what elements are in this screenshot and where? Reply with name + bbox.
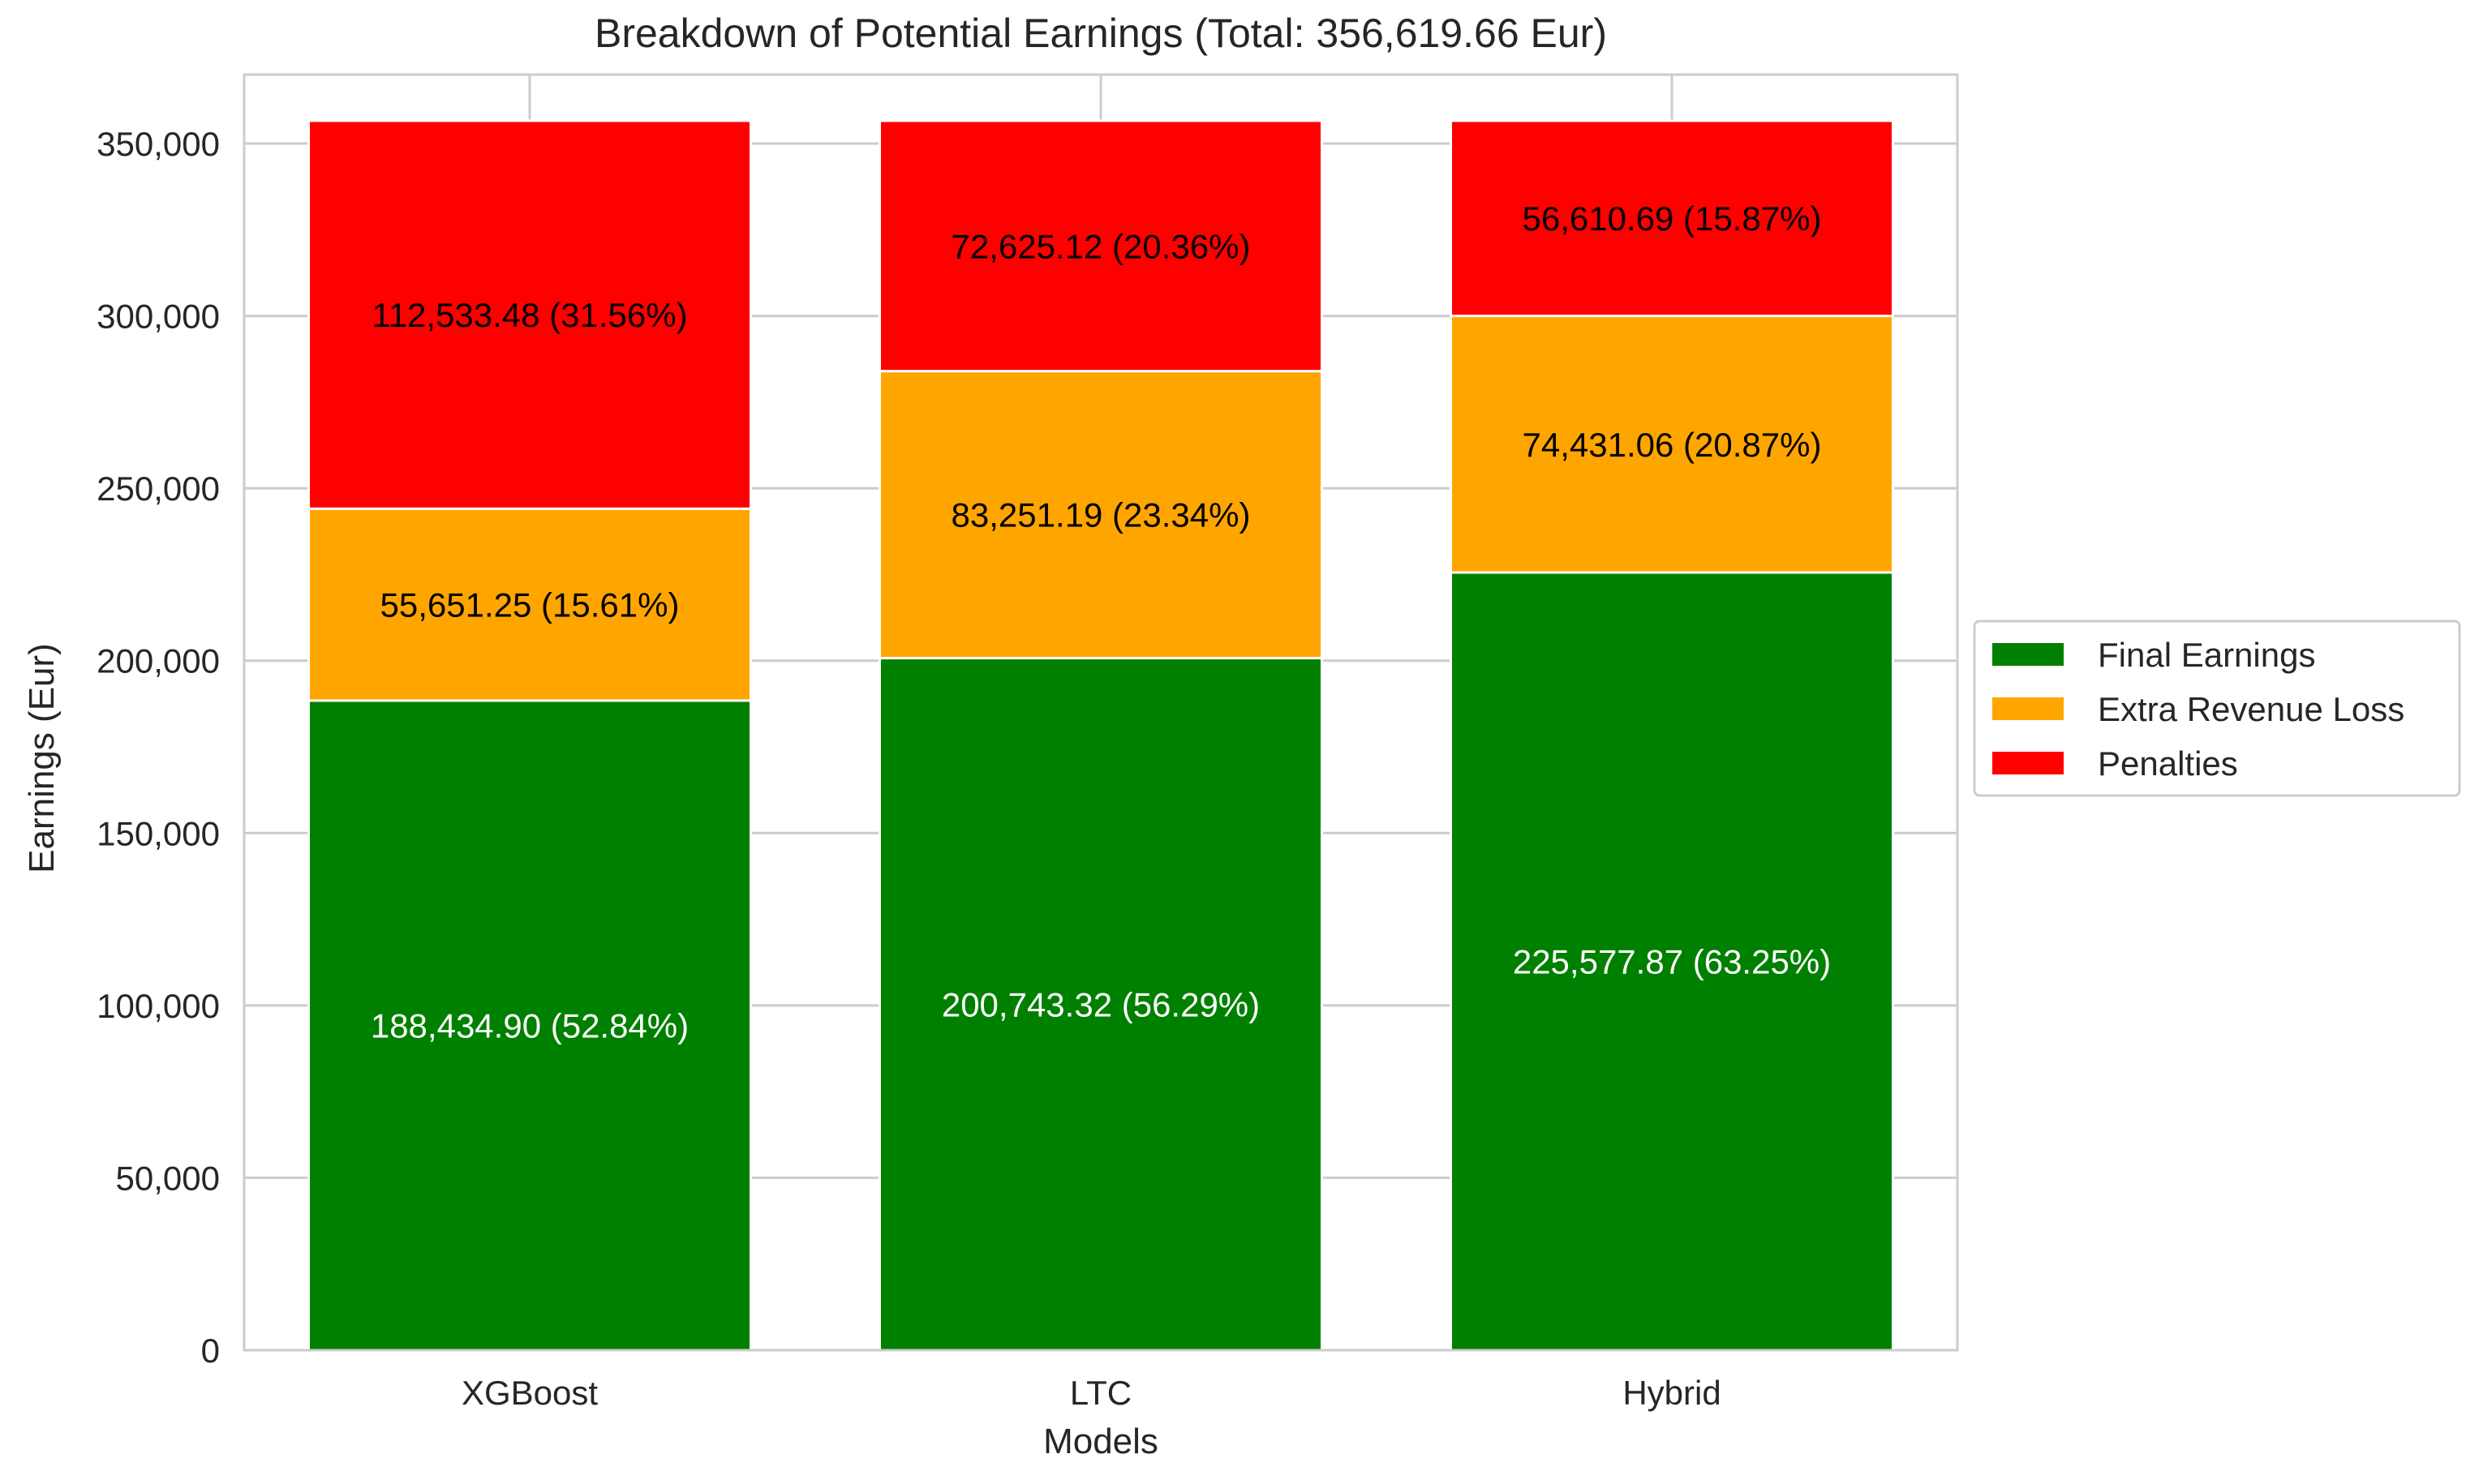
bar-hybrid-penalties <box>1450 119 1894 318</box>
legend-swatch-extra-revenue-loss <box>1992 697 2064 720</box>
bar-labels-layer: 188,434.90 (52.84%) 55,651.25 (15.61%) 112… <box>371 199 1831 1044</box>
bar-ltc-extra-revenue-loss <box>879 370 1323 660</box>
bar-label-ltc-extra-revenue-loss: 83,251.19 (23.34%) <box>952 496 1251 534</box>
bar-label-hybrid-extra-revenue-loss: 74,431.06 (20.87%) <box>1523 426 1822 464</box>
bar-hybrid-final-earnings <box>1450 571 1894 1352</box>
legend-label-penalties: Penalties <box>2098 744 2238 783</box>
bar-hybrid-extra-revenue-loss <box>1450 315 1894 574</box>
legend-box <box>1973 620 2461 797</box>
chart-title: Breakdown of Potential Earnings (Total: … <box>595 11 1607 56</box>
y-tick-label: 50,000 <box>116 1159 220 1197</box>
y-tick-label: 300,000 <box>97 298 220 336</box>
bar-label-hybrid-final-earnings: 225,577.87 (63.25%) <box>1513 942 1831 980</box>
x-tick-label-ltc: LTC <box>1070 1374 1132 1412</box>
y-axis-ticks: 0 50,000 100,000 150,000 200,000 250,000 300,0… <box>97 125 220 1370</box>
bar-label-xgboost-penalties: 112,533.48 (31.56%) <box>372 296 687 334</box>
bars-layer <box>307 119 1894 1352</box>
legend-swatch-penalties <box>1992 752 2064 774</box>
y-axis-label: Earnings (Eur) <box>22 643 62 873</box>
legend-label-extra-revenue-loss: Extra Revenue Loss <box>2098 690 2404 728</box>
bar-ltc-penalties <box>879 119 1323 373</box>
bar-xgboost-final-earnings <box>307 699 752 1352</box>
bar-label-ltc-final-earnings: 200,743.32 (56.29%) <box>942 985 1260 1023</box>
y-tick-label: 250,000 <box>97 470 220 508</box>
plot-frame <box>243 73 1959 1352</box>
x-axis-ticks: XGBoost LTC Hybrid <box>462 1374 1721 1412</box>
legend-label-final-earnings: Final Earnings <box>2098 636 2315 674</box>
bar-label-xgboost-final-earnings: 188,434.90 (52.84%) <box>371 1006 689 1044</box>
y-tick-label: 200,000 <box>97 642 220 680</box>
legend-swatch-final-earnings <box>1992 643 2064 666</box>
y-tick-label: 100,000 <box>97 987 220 1025</box>
y-tick-label: 0 <box>201 1332 220 1370</box>
bar-xgboost-extra-revenue-loss <box>307 507 752 702</box>
y-tick-label: 350,000 <box>97 125 220 163</box>
bar-label-ltc-penalties: 72,625.12 (20.36%) <box>952 227 1251 265</box>
bar-xgboost-penalties <box>307 119 752 510</box>
x-axis-label: Models <box>1043 1422 1158 1461</box>
y-tick-label: 150,000 <box>97 814 220 852</box>
x-tick-label-xgboost: XGBoost <box>462 1374 598 1412</box>
x-tick-label-hybrid: Hybrid <box>1622 1374 1721 1412</box>
bar-label-xgboost-extra-revenue-loss: 55,651.25 (15.61%) <box>380 586 680 624</box>
bar-ltc-final-earnings <box>879 657 1323 1352</box>
bar-label-hybrid-penalties: 56,610.69 (15.87%) <box>1523 199 1822 238</box>
legend: Final Earnings Extra Revenue Loss Penaltie… <box>1973 620 2461 797</box>
